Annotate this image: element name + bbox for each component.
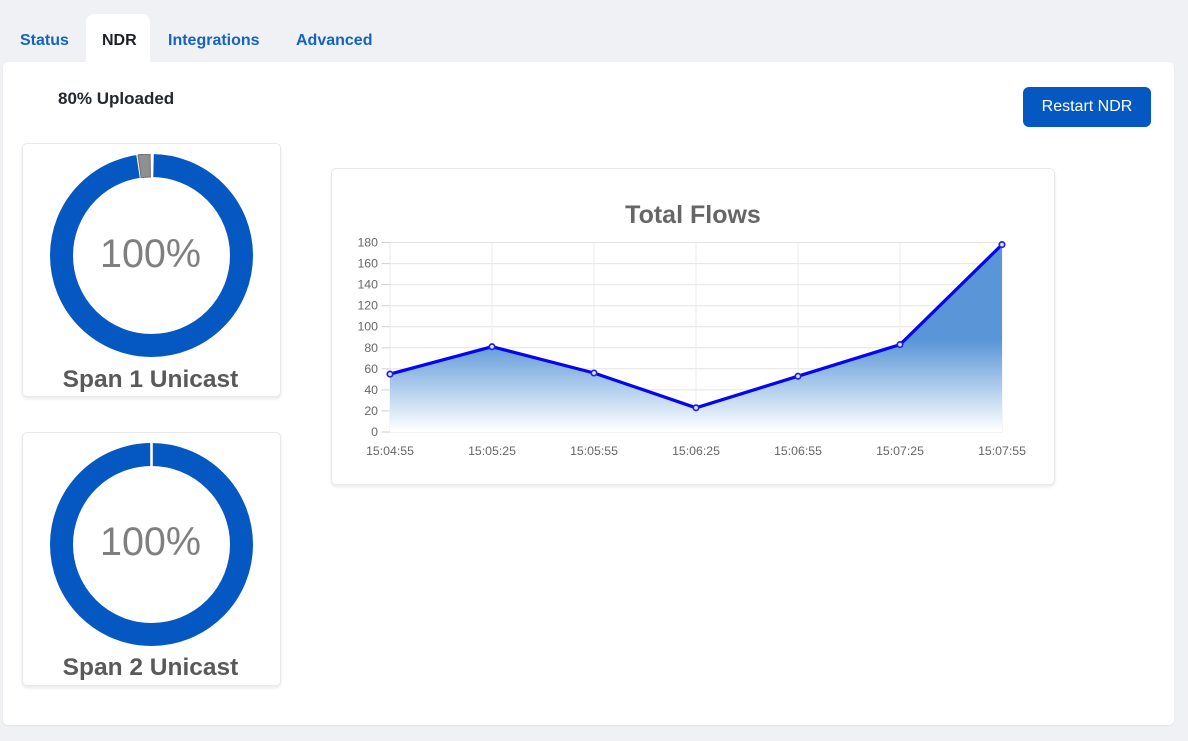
svg-text:15:07:55: 15:07:55 xyxy=(978,444,1026,458)
svg-text:15:07:25: 15:07:25 xyxy=(876,444,924,458)
svg-text:40: 40 xyxy=(364,383,378,397)
svg-text:160: 160 xyxy=(357,257,378,271)
svg-text:80: 80 xyxy=(364,341,378,355)
svg-text:0: 0 xyxy=(371,425,378,439)
svg-text:15:06:25: 15:06:25 xyxy=(672,444,720,458)
svg-text:15:04:55: 15:04:55 xyxy=(366,444,414,458)
svg-text:140: 140 xyxy=(357,278,378,292)
svg-text:120: 120 xyxy=(357,299,378,313)
svg-text:180: 180 xyxy=(357,236,378,250)
svg-text:15:05:25: 15:05:25 xyxy=(468,444,516,458)
svg-text:60: 60 xyxy=(364,362,378,376)
svg-text:15:06:55: 15:06:55 xyxy=(774,444,822,458)
svg-text:20: 20 xyxy=(364,404,378,418)
svg-text:100: 100 xyxy=(357,320,378,334)
svg-text:15:05:55: 15:05:55 xyxy=(570,444,618,458)
